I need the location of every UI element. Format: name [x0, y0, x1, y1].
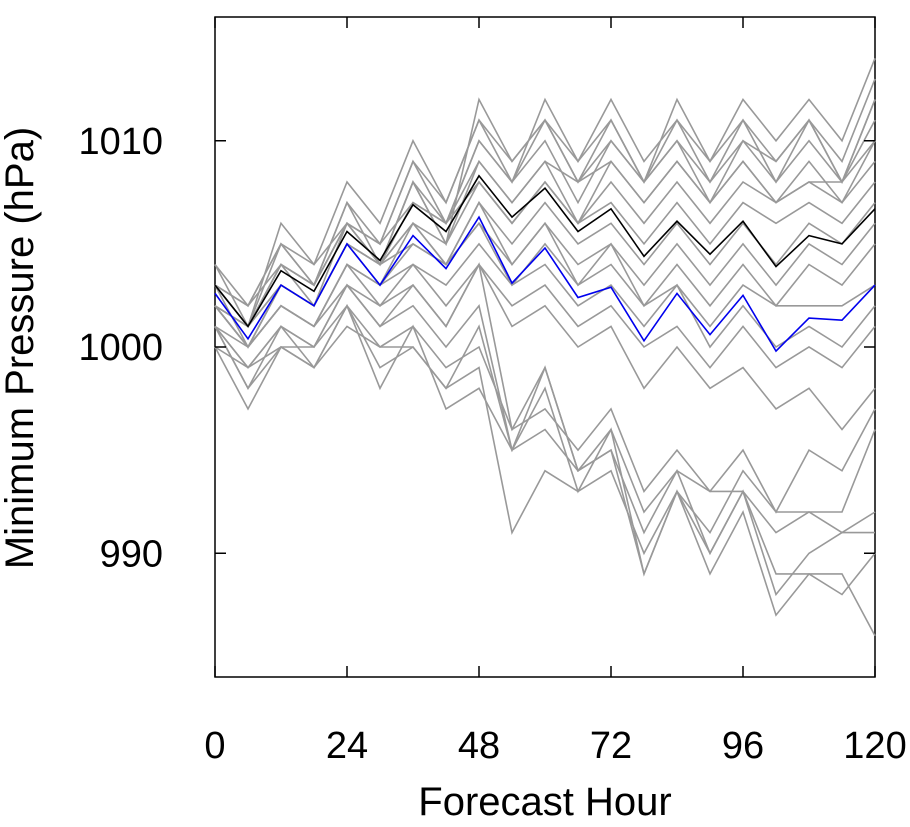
x-tick-label: 96: [722, 725, 764, 767]
y-tick-label: 1010: [78, 121, 163, 163]
ensemble-member-line-2: [214, 58, 876, 329]
mean-line: [214, 174, 876, 328]
ensemble-member-line-7: [214, 140, 876, 328]
axis-ticks: [214, 17, 876, 677]
ensemble-member-line-20: [214, 303, 876, 597]
ensemble-member-line-22: [214, 325, 876, 596]
ensemble-member-line-6: [214, 140, 876, 328]
main-lines: [214, 174, 876, 353]
x-tick-label: 48: [458, 725, 500, 767]
x-tick-label: 0: [204, 725, 225, 767]
member-lines: [214, 58, 876, 637]
ensemble-member-line-18: [214, 283, 875, 534]
ensemble-member-line-13: [214, 221, 876, 328]
highlight-line: [214, 215, 876, 353]
x-tick-label: 72: [590, 725, 632, 767]
x-axis-title: Forecast Hour: [418, 780, 671, 824]
y-axis-title: Minimum Pressure (hPa): [0, 127, 42, 569]
y-tick-label: 1000: [78, 327, 163, 369]
y-tick-label: 990: [100, 533, 163, 575]
tick-labels: 0 24 48 72 96 120 990 1000 1010: [78, 121, 906, 767]
ensemble-member-line-21: [214, 304, 876, 637]
x-tick-label: 120: [843, 725, 906, 767]
x-tick-label: 24: [326, 725, 368, 767]
ensemble-member-line-5: [214, 118, 876, 307]
ensemble-member-line-15: [214, 263, 876, 369]
ensemble-member-line-17: [214, 262, 876, 514]
ensemble-member-line-14: [214, 242, 876, 349]
